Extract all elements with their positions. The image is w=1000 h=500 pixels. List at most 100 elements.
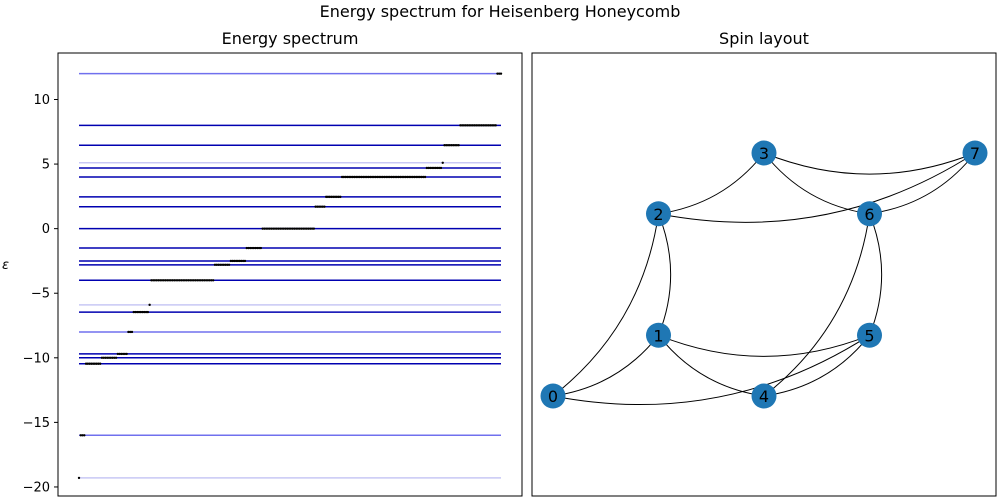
eigenvalue-point — [139, 310, 142, 314]
eigenvalue-point — [238, 259, 241, 263]
eigenvalue-point — [121, 352, 125, 356]
spin-edge — [658, 334, 870, 357]
spin-edge — [552, 334, 659, 397]
eigenvalue-point — [236, 259, 240, 263]
y-tick-label: −5 — [31, 287, 50, 302]
eigenvalue-point — [106, 356, 109, 359]
eigenvalue-point — [109, 356, 112, 359]
eigenvalue-point — [114, 356, 118, 359]
eigenvalue-point — [487, 124, 490, 127]
eigenvalue-point — [349, 175, 353, 179]
eigenvalue-point — [300, 227, 303, 230]
spin-edge — [869, 152, 976, 215]
y-tick-label: −20 — [23, 480, 50, 495]
eigenvalue-point — [282, 227, 286, 230]
eigenvalue-point — [473, 124, 476, 127]
eigenvalue-point — [377, 175, 381, 179]
eigenvalue-point — [217, 263, 220, 267]
eigenvalue-point — [388, 175, 391, 179]
eigenvalue-point — [95, 362, 98, 365]
y-tick-label: −15 — [23, 416, 50, 431]
spin-node-label: 6 — [864, 205, 874, 224]
eigenvalue-point — [194, 279, 197, 282]
eigenvalue-point — [480, 124, 483, 127]
eigenvalue-point — [395, 175, 399, 179]
eigenvalue-point — [420, 175, 423, 179]
eigenvalue-point — [266, 227, 270, 230]
spin-node — [751, 140, 777, 166]
eigenvalue-point — [418, 175, 421, 179]
eigenvalue-point — [471, 124, 474, 127]
eigenvalue-point — [344, 175, 347, 179]
eigenvalue-point — [494, 124, 497, 127]
eigenvalue-point — [229, 259, 233, 263]
eigenvalue-point — [370, 175, 374, 179]
eigenvalue-point — [261, 227, 264, 230]
spin-edge — [658, 334, 765, 397]
spin-node — [857, 201, 882, 227]
eigenvalue-point — [88, 362, 91, 365]
eigenvalue-point — [259, 246, 263, 250]
eigenvalue-point — [455, 144, 459, 147]
eigenvalue-point — [415, 175, 418, 179]
eigenvalue-point — [129, 330, 132, 334]
eigenvalue-point — [250, 246, 254, 250]
eigenvalue-point — [143, 310, 146, 314]
eigenvalue-point — [404, 175, 407, 179]
eigenvalue-point — [273, 227, 277, 230]
spin-edge — [658, 152, 765, 215]
spin-node-label: 1 — [653, 326, 663, 345]
eigenvalue-point — [226, 263, 229, 267]
eigenvalue-point — [416, 175, 420, 179]
eigenvalue-point — [153, 279, 157, 282]
eigenvalue-point — [215, 263, 218, 267]
eigenvalue-point — [425, 166, 429, 170]
spin-edge — [658, 213, 672, 336]
eigenvalue-point — [120, 352, 123, 356]
spin-node — [540, 383, 566, 409]
eigenvalue-point — [499, 72, 503, 75]
eigenvalue-point — [252, 246, 255, 250]
eigenvalue-point — [174, 279, 178, 282]
eigenvalue-point — [490, 124, 494, 127]
eigenvalue-point — [227, 263, 231, 267]
eigenvalue-point — [316, 205, 319, 208]
eigenvalue-point — [116, 352, 120, 356]
eigenvalue-point — [317, 205, 321, 208]
eigenvalue-point — [386, 175, 390, 179]
eigenvalue-point — [107, 356, 111, 359]
eigenvalue-point — [489, 124, 492, 127]
eigenvalue-point — [134, 310, 137, 314]
eigenvalue-point — [213, 263, 217, 267]
eigenvalue-point — [187, 279, 190, 282]
eigenvalue-point — [434, 166, 437, 170]
eigenvalue-point — [296, 227, 300, 230]
eigenvalue-point — [459, 124, 462, 127]
eigenvalue-point — [452, 144, 455, 147]
eigenvalue-point — [392, 175, 395, 179]
eigenvalue-point — [169, 279, 173, 282]
eigenvalue-point — [104, 356, 107, 359]
eigenvalue-point — [111, 356, 114, 359]
eigenvalue-point — [98, 362, 102, 365]
spin-node-label: 0 — [548, 387, 558, 406]
spin-node-label: 4 — [759, 387, 769, 406]
eigenvalue-point — [303, 227, 307, 230]
eigenvalue-point — [130, 330, 134, 334]
eigenvalue-point — [346, 175, 349, 179]
eigenvalue-point — [483, 124, 487, 127]
eigenvalue-point — [91, 362, 95, 365]
eigenvalue-point — [432, 166, 436, 170]
eigenvalue-point — [482, 124, 485, 127]
spin-node — [646, 322, 671, 348]
eigenvalue-point — [339, 195, 342, 199]
eigenvalue-point — [144, 310, 148, 314]
eigenvalue-point — [141, 310, 144, 314]
eigenvalue-point — [249, 246, 252, 250]
eigenvalue-point — [381, 175, 384, 179]
eigenvalue-point — [365, 175, 369, 179]
eigenvalue-point — [448, 144, 451, 147]
eigenvalue-point — [314, 205, 317, 208]
eigenvalue-point — [247, 246, 250, 250]
eigenvalue-point — [439, 166, 443, 170]
